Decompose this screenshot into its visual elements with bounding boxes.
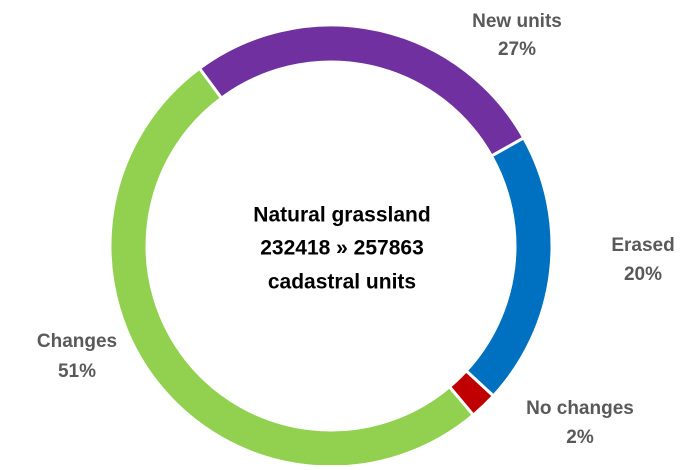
center-text: 232418 » 257863 <box>260 237 424 260</box>
segment-value: 51% <box>58 361 96 382</box>
donut-segment <box>447 368 496 418</box>
segment-value: 20% <box>624 264 662 285</box>
segment-label: Erased <box>611 235 674 256</box>
segment-label: New units <box>472 11 562 32</box>
segment-value: 2% <box>566 427 594 448</box>
segment-value: 27% <box>498 39 536 60</box>
center-text: cadastral units <box>268 271 416 294</box>
donut-segment <box>108 66 476 469</box>
donut-segment <box>464 135 554 398</box>
center-text: Natural grassland <box>253 204 430 227</box>
segment-label: Changes <box>37 331 117 352</box>
donut-segment <box>197 23 526 158</box>
segment-label: No changes <box>526 398 634 419</box>
